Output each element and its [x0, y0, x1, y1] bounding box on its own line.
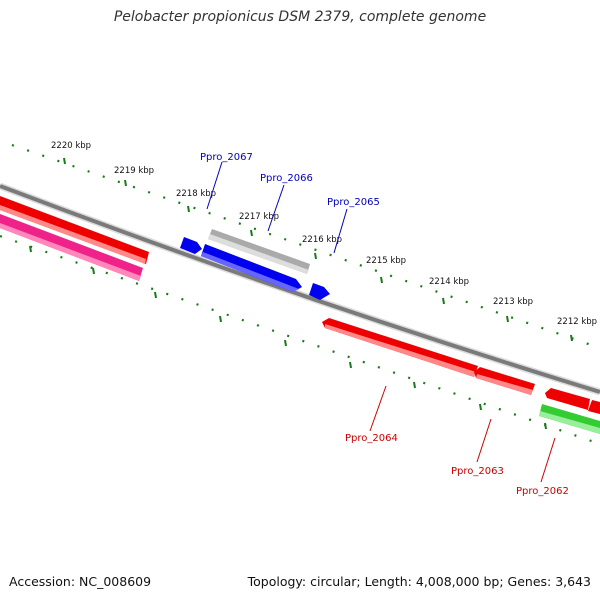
tick-label: 2218 kbp	[176, 189, 216, 199]
leader-line	[540, 437, 556, 483]
gene-label-Ppro_2064[interactable]: Ppro_2064	[345, 433, 398, 444]
tick-label: 2220 kbp	[51, 141, 91, 151]
gene-arrow-reverse-shade	[0, 205, 146, 264]
gene-label-Ppro_2063[interactable]: Ppro_2063	[451, 466, 504, 477]
gene-arrow-Ppro_2066-shade	[201, 252, 299, 292]
gene-label-Ppro_2066[interactable]: Ppro_2066	[260, 173, 313, 184]
gene-arrow-partial[interactable]	[588, 400, 600, 414]
topology-text: Topology: circular; Length: 4,008,000 bp…	[247, 574, 591, 589]
gene-arrow-Ppro_2067[interactable]	[180, 237, 202, 254]
tick-label: 2215 kbp	[366, 256, 406, 266]
accession-text: Accession: NC_008609	[9, 574, 152, 589]
major-ticks-upper	[63, 157, 573, 342]
gene-arrow-Ppro_2062-partner[interactable]	[545, 388, 590, 410]
major-ticks-lower	[29, 245, 547, 430]
tick-label: 2212 kbp	[557, 317, 597, 327]
leader-line	[333, 208, 348, 254]
leader-line	[476, 418, 492, 463]
lower-tick-track	[0, 234, 600, 446]
genome-backbone-core	[0, 184, 600, 394]
gene-label-Ppro_2067[interactable]: Ppro_2067	[200, 152, 253, 163]
gene-arrow-Ppro_2064-shade	[325, 324, 476, 377]
leader-line	[369, 385, 387, 432]
tick-label: 2217 kbp	[239, 212, 279, 222]
gene-label-Ppro_2065[interactable]: Ppro_2065	[327, 197, 380, 208]
leader-line	[206, 161, 223, 210]
gene-label-Ppro_2062[interactable]: Ppro_2062	[516, 486, 569, 497]
rna-gene-shade	[0, 223, 141, 281]
gene-arrow-Ppro_2065[interactable]	[309, 283, 330, 300]
gene-arrow-Ppro_2063-shade	[476, 374, 533, 395]
map-title: Pelobacter propionicus DSM 2379, complet…	[113, 9, 487, 25]
pseudogene-shade	[208, 234, 309, 274]
genome-backbone	[0, 182, 600, 396]
tick-label: 2219 kbp	[114, 166, 154, 176]
tick-label: 2213 kbp	[493, 297, 533, 307]
tick-label: 2214 kbp	[429, 277, 469, 287]
leader-line	[267, 184, 285, 232]
gene-arrow-Ppro_2062-shade	[539, 411, 600, 434]
gene-arrow-Ppro_2066[interactable]	[201, 244, 302, 292]
tick-label: 2216 kbp	[302, 235, 342, 245]
